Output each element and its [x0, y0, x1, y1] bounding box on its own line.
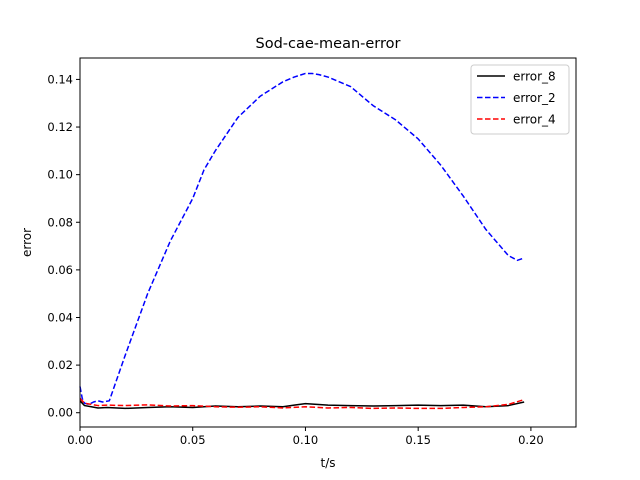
y-tick-label: 0.04: [47, 310, 73, 324]
legend-label-error-8: error_8: [513, 70, 556, 84]
x-tick-label: 0.00: [67, 433, 93, 447]
series-line-error-8: [79, 400, 525, 410]
legend-label-error-4: error_4: [513, 113, 556, 127]
y-tick-label: 0.00: [47, 406, 73, 420]
legend-box: [470, 64, 570, 135]
series-line-error-4: [79, 397, 525, 410]
x-tick-label: 0.10: [293, 433, 319, 447]
x-tick-label: 0.20: [518, 433, 544, 447]
legend-label-error-2: error_2: [513, 91, 556, 105]
legend: error_8 error_2 error_4: [470, 64, 570, 135]
chart-title: Sod-cae-mean-error: [256, 36, 401, 52]
y-tick-label: 0.14: [47, 72, 73, 86]
y-tick-label: 0.06: [47, 263, 73, 277]
y-tick-label: 0.10: [47, 168, 73, 182]
y-tick-label: 0.08: [47, 215, 73, 229]
y-tick-label: 0.02: [47, 358, 73, 372]
x-tick-label: 0.15: [405, 433, 431, 447]
series-layer: [79, 72, 525, 410]
plot-frame: [79, 57, 577, 428]
series-line-error-2: [79, 72, 525, 406]
x-axis-label: t/s: [321, 456, 336, 470]
x-tick-label: 0.05: [180, 433, 206, 447]
y-axis: 0.00 0.02 0.04 0.06 0.08 0.10 0.12 0.14: [47, 72, 80, 420]
y-axis-label: error: [20, 228, 34, 257]
x-axis: 0.00 0.05 0.10 0.15 0.20: [67, 427, 544, 447]
y-tick-label: 0.12: [47, 120, 73, 134]
